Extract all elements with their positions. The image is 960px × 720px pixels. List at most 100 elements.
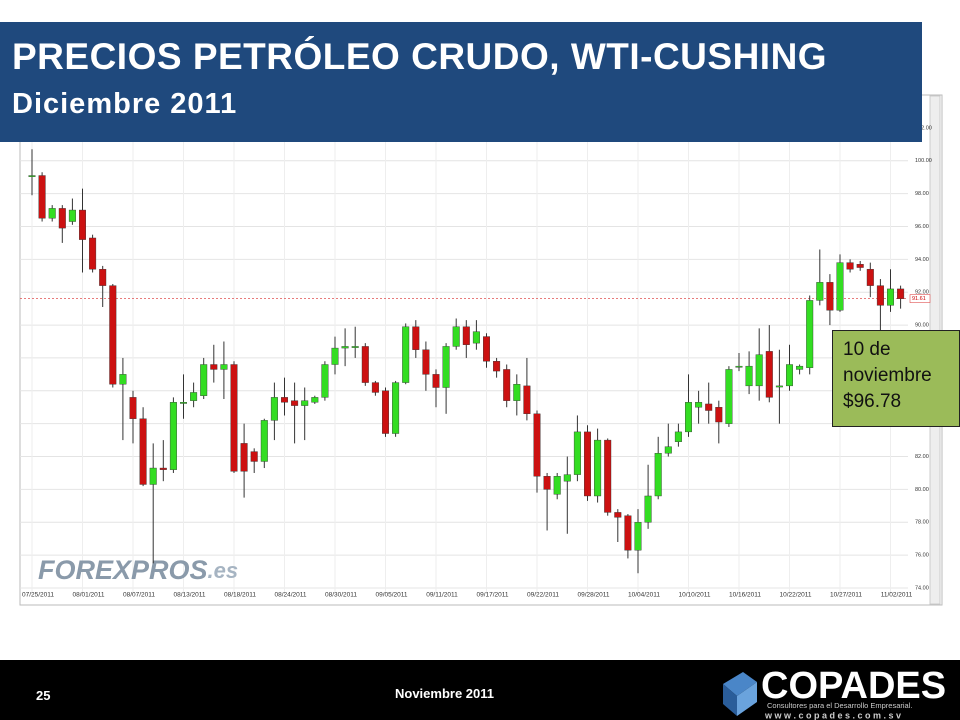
candle-body — [452, 326, 460, 347]
candle-body — [715, 407, 723, 423]
candle-body — [361, 346, 369, 383]
candle-body — [321, 364, 329, 398]
x-tick-label: 07/25/2011 — [22, 592, 54, 599]
watermark-main: FOREXPROS — [38, 555, 208, 585]
y-tick-label: 98.00 — [915, 191, 929, 197]
y-tick-label: 92.00 — [915, 290, 929, 296]
x-tick-label: 09/17/2011 — [476, 592, 508, 599]
x-tick-label: 08/07/2011 — [123, 592, 155, 599]
candle-body — [664, 446, 672, 454]
logo-tagline: Consultores para el Desarrollo Empresari… — [767, 701, 912, 710]
annotation-line: 10 de — [843, 339, 891, 360]
candle-body — [775, 385, 783, 388]
x-tick-label: 10/10/2011 — [678, 592, 710, 599]
candle-body — [594, 439, 602, 497]
x-tick-label: 09/22/2011 — [527, 592, 559, 599]
candle-body — [563, 474, 571, 482]
watermark: FOREXPROS.es — [38, 555, 238, 585]
candle-body — [159, 467, 167, 470]
candle-body — [149, 467, 157, 485]
candle-body — [220, 364, 228, 370]
candle-body — [392, 382, 400, 434]
x-tick-label: 08/18/2011 — [224, 592, 256, 599]
candle-body — [533, 413, 541, 477]
candle-body — [179, 402, 187, 404]
candle-body — [614, 512, 622, 518]
last-price-label: 91.61 — [912, 296, 926, 302]
y-tick-label: 78.00 — [915, 520, 929, 526]
candle-body — [644, 495, 652, 523]
candle-body — [270, 397, 278, 421]
x-tick-label: 09/28/2011 — [577, 592, 609, 599]
logo-url: w w w . c o p a d e s . c o m . s v — [764, 710, 901, 720]
x-tick-label: 10/16/2011 — [729, 592, 761, 599]
candle-body — [786, 364, 794, 387]
candle-body — [553, 476, 561, 495]
candle-body — [634, 522, 642, 551]
title-band: PRECIOS PETRÓLEO CRUDO, WTI-CUSHING Dici… — [0, 22, 922, 142]
candle-body — [725, 369, 733, 424]
candle-body — [695, 402, 703, 408]
footer-date: Noviembre 2011 — [395, 686, 495, 701]
candle-body — [523, 385, 531, 415]
candle-body — [836, 262, 844, 311]
candle-body — [755, 354, 763, 387]
candle-body — [472, 331, 480, 344]
page-number: 25 — [36, 688, 51, 703]
annotation-line: noviembre — [843, 365, 932, 386]
x-tick-label: 10/27/2011 — [830, 592, 862, 599]
x-tick-label: 08/30/2011 — [325, 592, 357, 599]
annotation: 10 de noviembre $96.78 — [832, 330, 960, 427]
x-tick-label: 10/22/2011 — [779, 592, 811, 599]
slide-title: PRECIOS PETRÓLEO CRUDO, WTI-CUSHING — [12, 36, 828, 77]
candle-body — [654, 453, 662, 497]
candle-body — [866, 268, 874, 286]
last-price-tag — [909, 294, 931, 303]
y-tick-label: 76.00 — [915, 553, 929, 559]
candle-body — [351, 346, 359, 348]
candle-body — [99, 268, 107, 286]
candle-body — [846, 262, 854, 270]
candle-body — [503, 369, 511, 401]
candle-body — [745, 365, 753, 387]
candle-body — [796, 365, 804, 370]
candle-body — [826, 282, 834, 311]
candle-body — [422, 349, 430, 375]
chart: FOREXPROS.es 74.0076.0078.0080.0082.0084… — [19, 94, 943, 606]
candle-body — [513, 384, 521, 401]
watermark-suffix: .es — [208, 558, 239, 583]
candle-body — [119, 374, 127, 385]
candle-body — [200, 364, 208, 396]
y-tick-label: 102.00 — [915, 125, 932, 131]
candle-body — [604, 439, 612, 513]
candle-body — [371, 382, 379, 393]
candle-body — [483, 336, 491, 362]
candle-body — [230, 364, 238, 472]
candle-body — [442, 346, 450, 388]
logo-text: COPADES — [761, 665, 946, 707]
candle-body — [462, 326, 470, 345]
candle-body — [169, 402, 177, 470]
y-tick-label: 100.00 — [915, 158, 932, 164]
candle-body — [89, 237, 97, 270]
candle-body — [816, 282, 824, 301]
x-tick-label: 08/01/2011 — [72, 592, 104, 599]
candle-body — [28, 175, 36, 177]
candle-body — [78, 209, 86, 240]
candle-body — [311, 397, 319, 403]
candle-body — [38, 175, 46, 219]
x-tick-label: 09/05/2011 — [375, 592, 407, 599]
x-tick-label: 11/02/2011 — [881, 592, 913, 599]
candle-body — [139, 418, 147, 485]
candle-body — [129, 397, 137, 419]
y-tick-label: 82.00 — [915, 454, 929, 460]
x-tick-label: 08/24/2011 — [274, 592, 306, 599]
candle-body — [210, 364, 218, 370]
candle-body — [68, 209, 76, 222]
candle-body — [58, 208, 66, 229]
candle-body — [331, 347, 339, 365]
logo-cube — [723, 684, 737, 716]
x-tick-label: 10/04/2011 — [628, 592, 660, 599]
logo-cube — [723, 672, 757, 696]
